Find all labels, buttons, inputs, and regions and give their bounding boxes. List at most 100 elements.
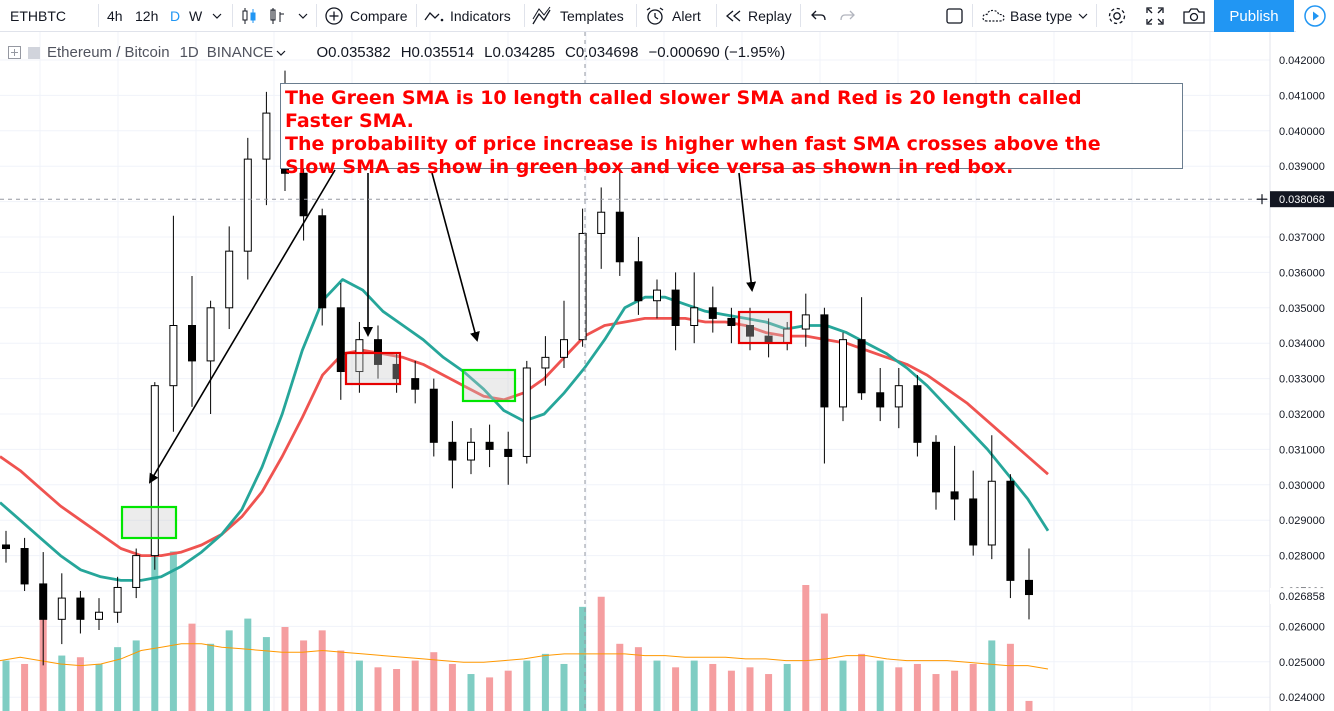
volume-bar [802, 585, 810, 711]
price-tick-label: 0.037000 [1279, 232, 1325, 244]
interval-w[interactable]: W [189, 0, 202, 31]
candle-body [671, 289, 680, 327]
candle-body [913, 385, 922, 443]
cloud-icon [982, 9, 1005, 22]
candle [467, 428, 475, 475]
play-icon [1304, 5, 1326, 27]
candle-body [429, 388, 438, 443]
snapshot-button[interactable] [1182, 0, 1206, 31]
candle-body [113, 586, 122, 613]
candle [448, 421, 457, 489]
interval-dropdown[interactable] [212, 0, 222, 31]
candle-body [132, 555, 141, 588]
candle [95, 598, 103, 630]
candle [801, 293, 810, 347]
candle-body [485, 441, 494, 450]
candle-body [820, 314, 829, 408]
toolbar-divider [524, 4, 525, 27]
fullscreen-button[interactable] [1145, 0, 1165, 31]
candle [411, 360, 420, 404]
volume-bar [969, 663, 977, 711]
alert-button[interactable]: Alert [644, 0, 701, 31]
annotation-line: Slow SMA as show in green box and vice v… [285, 156, 1014, 178]
interval-4h[interactable]: 4h [107, 0, 123, 31]
chart-style-bars[interactable] [268, 0, 286, 31]
price-axis: 0.0420000.0410000.0400000.0390000.038000… [1257, 32, 1334, 711]
price-tick-label: 0.033000 [1279, 374, 1325, 386]
replay-label: Replay [748, 7, 792, 24]
volume-bar [355, 660, 363, 711]
volume-bar [411, 660, 419, 711]
chart-style-candles[interactable] [240, 0, 258, 31]
select-layout-button[interactable] [945, 0, 965, 31]
expand-plus-icon[interactable] [8, 45, 22, 60]
volume-bar [430, 652, 438, 711]
volume-bar [486, 677, 494, 711]
candle-body [411, 378, 420, 390]
indicators-icon [424, 11, 444, 21]
bearish-signal-box [737, 310, 793, 345]
settings-button[interactable] [1106, 0, 1128, 31]
price-tick-label: 0.041000 [1279, 90, 1325, 102]
high-key: H [400, 44, 412, 61]
price-chart[interactable]: 0.0420000.0410000.0400000.0390000.038000… [0, 32, 1334, 711]
replay-button[interactable]: Replay [724, 0, 792, 31]
play-button[interactable] [1296, 0, 1334, 32]
square-icon [946, 7, 963, 24]
chevron-down-icon[interactable] [276, 49, 286, 57]
base-type-button[interactable]: Base type [982, 0, 1088, 31]
price-tick-label: 0.034000 [1279, 338, 1325, 350]
volume-bar [504, 670, 512, 711]
publish-button[interactable]: Publish [1214, 0, 1294, 32]
candle [727, 307, 736, 344]
candle-body [336, 307, 345, 373]
symbol-search[interactable]: ETHBTC [10, 0, 66, 31]
compare-label: Compare [350, 7, 408, 24]
symbol-logo [28, 46, 40, 59]
candle-body [95, 611, 103, 620]
volume-bar [318, 630, 326, 711]
volume-bar [653, 660, 661, 711]
legend-interval: 1D [179, 44, 199, 61]
candle-body [225, 250, 234, 309]
candle [504, 431, 513, 485]
templates-button[interactable]: Templates [532, 0, 624, 31]
candle [318, 208, 327, 326]
chart-style-dropdown[interactable] [298, 0, 308, 31]
legend-high: H0.035514 [401, 44, 474, 61]
candle [839, 332, 847, 422]
candle-body [597, 211, 606, 234]
volume-bar [746, 667, 754, 711]
camera-icon [1183, 7, 1205, 24]
candle [20, 537, 29, 591]
legend-open: O0.035382 [316, 44, 390, 61]
price-tick-label: 0.040000 [1279, 126, 1325, 138]
legend-title[interactable]: Ethereum / Bitcoin [47, 44, 170, 61]
candle-body [615, 211, 624, 263]
candle [113, 576, 122, 623]
annotation-textbox[interactable]: The Green SMA is 10 length called slower… [280, 83, 1183, 178]
volume-bar [988, 640, 996, 711]
interval-d[interactable]: D [170, 0, 180, 31]
templates-icon [532, 6, 551, 24]
candle [671, 272, 680, 351]
toolbar-divider [800, 4, 801, 27]
annotation-line: The Green SMA is 10 length called slower… [285, 87, 1082, 109]
bullish-signal-box [120, 505, 178, 540]
interval-12h[interactable]: 12h [135, 0, 158, 31]
toolbar-divider [416, 4, 417, 27]
volume-bar [225, 630, 233, 711]
candle [1025, 548, 1033, 620]
volume-bar [374, 667, 382, 711]
volume-bar [58, 655, 66, 711]
candles [2, 70, 1033, 666]
compare-button[interactable]: Compare [324, 0, 408, 31]
price-tick-label: 0.035000 [1279, 303, 1325, 315]
undo-button[interactable] [810, 0, 828, 31]
volume-bar [76, 657, 84, 711]
candle-body [188, 325, 196, 362]
redo-button[interactable] [838, 0, 856, 31]
indicators-button[interactable]: Indicators [424, 0, 511, 31]
volume-ma [0, 643, 1049, 670]
candle-body [876, 392, 885, 408]
